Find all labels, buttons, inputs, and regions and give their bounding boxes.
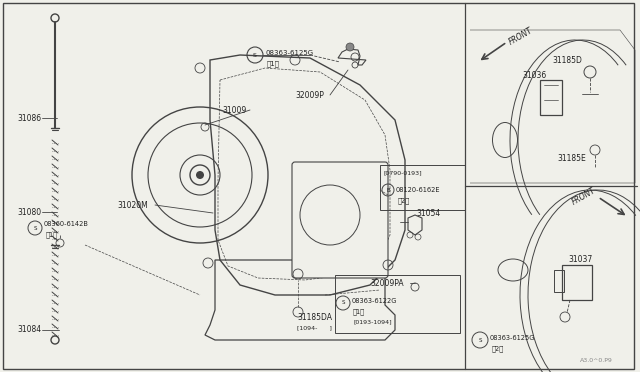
Text: 08363-6125G: 08363-6125G [265,50,313,56]
Text: S: S [478,337,482,343]
Bar [380,165,465,210]
Text: （2）: （2） [492,346,504,352]
Text: 31084: 31084 [18,326,42,334]
Text: （1）: （1） [46,232,58,238]
Text: 32009P: 32009P [295,90,324,99]
Text: 31086: 31086 [18,113,42,122]
Text: 31185D: 31185D [552,55,582,64]
Text: S: S [341,301,345,305]
Text: （1）: （1） [267,61,280,67]
Text: 31054: 31054 [416,208,440,218]
Text: 32009PA: 32009PA [370,279,404,288]
Text: 31185DA: 31185DA [297,314,332,323]
Text: （1）: （1） [353,309,365,315]
Text: 31185E: 31185E [557,154,586,163]
Text: FRONT: FRONT [507,26,534,46]
Circle shape [196,171,204,179]
Text: [1094-      ]: [1094- ] [297,326,332,330]
Text: [0790-0193]: [0790-0193] [384,170,422,176]
Text: B: B [386,187,390,192]
Text: 31036: 31036 [522,71,547,80]
Text: S: S [253,52,257,58]
Circle shape [346,43,354,51]
Text: [0193-1094]: [0193-1094] [353,320,392,324]
Bar [540,80,562,115]
Bar [562,265,592,300]
Text: 31080: 31080 [18,208,42,217]
Text: FRONT: FRONT [570,186,597,206]
Text: 08363-6122G: 08363-6122G [352,298,397,304]
Bar [554,270,564,292]
Text: 08120-6162E: 08120-6162E [396,187,440,193]
Text: 31009: 31009 [222,106,246,115]
Text: 31037: 31037 [568,256,592,264]
Text: 08363-6125G: 08363-6125G [490,335,536,341]
FancyBboxPatch shape [292,162,388,278]
Text: 31020M: 31020M [117,201,148,209]
Text: （2）: （2） [398,198,410,204]
Text: 08360-6142B: 08360-6142B [44,221,89,227]
Text: S: S [33,225,36,231]
Text: A3.0^0.P9: A3.0^0.P9 [580,357,613,362]
Bar [335,275,460,333]
